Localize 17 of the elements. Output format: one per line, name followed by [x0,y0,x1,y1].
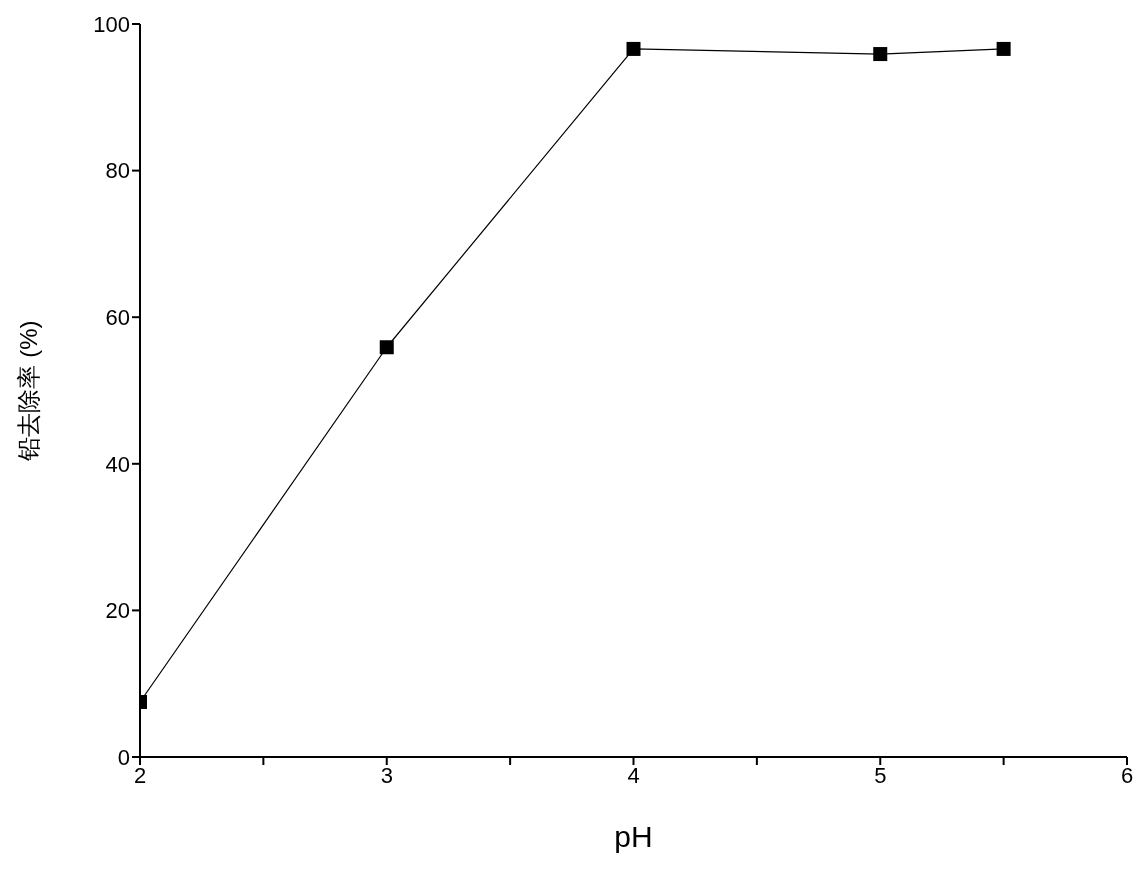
x-tick-label: 6 [1120,762,1134,788]
point [996,41,1011,56]
x-tick-label: 4 [627,762,640,788]
y-tick-label: 20 [105,598,130,624]
y-axis-title: 铅去除率 (%) [14,320,42,462]
point [379,340,394,355]
y-tick-label: 60 [105,305,130,331]
y-tick-label: 40 [105,451,130,477]
x-axis-title: pH [614,820,653,853]
y-tick-label: 80 [105,158,130,184]
point [626,41,641,56]
point [873,47,888,62]
y-tick-label: 100 [93,11,130,37]
x-tick-label: 5 [874,762,887,788]
x-tick-label: 3 [380,762,393,788]
x-tick-label: 2 [133,762,147,788]
y-tick-label: 0 [117,744,130,770]
